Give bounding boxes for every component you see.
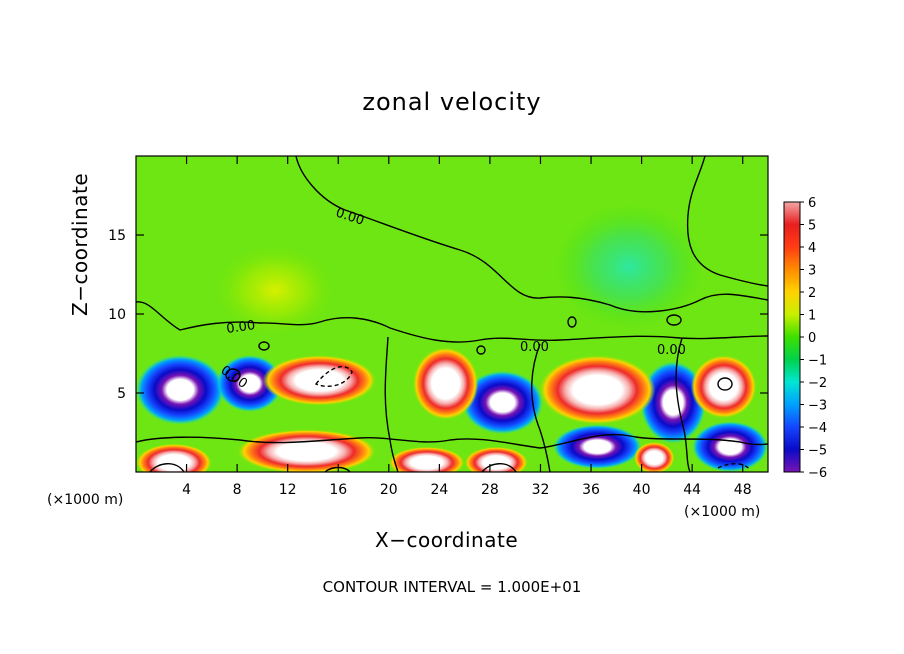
zero-contour-col2: [531, 343, 551, 472]
colorbar-label-11: −5: [808, 444, 827, 459]
velocity-cell-positive-7: [464, 446, 528, 472]
colorbar-label-1: 5: [808, 219, 816, 234]
x-tick-label-32: 32: [532, 482, 550, 498]
y-tick-label-5: 5: [117, 386, 126, 402]
x-axis-label: X−coordinate: [375, 528, 519, 552]
x-tick-label-28: 28: [481, 482, 499, 498]
velocity-cell-negative-1: [462, 370, 544, 435]
zero-contour-lower: [136, 433, 768, 449]
contour-dashed-b: [717, 463, 751, 471]
colorbar: 6 5 4 3 2 1 0 −1 −2 −3 −4 −5 −6: [783, 196, 827, 481]
x-tick-label-12: 12: [279, 482, 297, 498]
colorbar-label-2: 4: [808, 241, 816, 256]
contour-label-right: 0.00: [657, 343, 686, 358]
y-axis-label: Z−coordinate: [68, 172, 92, 316]
plot-area: 0.00 0.00 0.00 0.00 0.00: [136, 156, 768, 472]
contour-label-mid-left: 0.00: [225, 318, 256, 337]
features-layer: [136, 203, 768, 472]
contour-loop-e: [717, 377, 733, 391]
velocity-cell-positive-weak-0: [211, 242, 339, 338]
zero-contour-col3: [675, 337, 691, 472]
velocity-cell-positive-2: [539, 355, 656, 425]
contour-solid-bottom-b: [481, 463, 517, 472]
zero-contour-right: [686, 156, 768, 287]
velocity-cell-negative-5: [692, 421, 768, 472]
x-tick-label-20: 20: [380, 482, 398, 498]
velocity-cell-positive-3: [690, 355, 757, 419]
colorbar-label-3: 3: [808, 264, 816, 279]
x-unit-label-left: (×1000 m): [47, 492, 124, 508]
velocity-cell-positive-8: [634, 441, 675, 472]
colorbar-label-5: 1: [808, 309, 816, 324]
x-tick-label-8: 8: [233, 482, 242, 498]
y-tick-label-10: 10: [108, 307, 126, 323]
velocity-cell-negative-2: [640, 361, 707, 444]
contour-loop-f: [225, 368, 241, 382]
zero-contour-upper: [295, 156, 768, 313]
zero-contour-lines: [136, 156, 768, 472]
x-tick-label-44: 44: [683, 482, 701, 498]
contour-dashed-a: [314, 365, 353, 388]
velocity-cell-negative-4: [553, 424, 642, 469]
colorbar-label-4: 2: [808, 286, 816, 301]
contour-loop-c: [476, 345, 486, 355]
contour-loop-d: [258, 341, 270, 351]
colorbar-label-7: −1: [808, 354, 827, 369]
x-tick-label-48: 48: [734, 482, 752, 498]
x-tick-label-40: 40: [633, 482, 651, 498]
x-tick-label-4: 4: [182, 482, 191, 498]
velocity-cell-negative-0: [136, 355, 225, 425]
y-tick-label-15: 15: [108, 228, 126, 244]
colorbar-label-6: 0: [808, 331, 816, 346]
velocity-cell-negative-weak-0: [553, 203, 705, 330]
velocity-cell-positive-1: [412, 347, 479, 420]
x-tick-label-36: 36: [582, 482, 600, 498]
colorbar-label-8: −2: [808, 376, 827, 391]
x-unit-label-right: (×1000 m): [684, 504, 761, 520]
contour-label-group: 0.00 0.00 0.00 0.00 0.00: [218, 206, 686, 392]
velocity-cell-positive-0: [262, 355, 377, 406]
contour-solid-bottom-a: [149, 463, 185, 472]
colorbar-label-10: −4: [808, 421, 827, 436]
zero-contour-mid: [136, 301, 768, 343]
velocity-cell-positive-4: [136, 443, 212, 472]
colorbar-scale: [783, 201, 801, 473]
zero-contour-col1: [384, 336, 399, 472]
chart-title: zonal velocity: [362, 88, 542, 116]
contour-loop-a: [567, 316, 577, 328]
contour-interval-note: CONTOUR INTERVAL = 1.000E+01: [322, 578, 582, 596]
colorbar-label-9: −3: [808, 399, 827, 414]
x-tick-label-24: 24: [430, 482, 448, 498]
velocity-cell-positive-5: [237, 429, 377, 472]
contour-loop-b: [666, 314, 682, 326]
contour-label-center: 0.00: [520, 340, 549, 355]
velocity-cell-positive-6: [388, 446, 465, 472]
colorbar-label-0: 6: [808, 196, 816, 211]
colorbar-label-12: −6: [808, 466, 827, 481]
x-tick-label-16: 16: [329, 482, 347, 498]
